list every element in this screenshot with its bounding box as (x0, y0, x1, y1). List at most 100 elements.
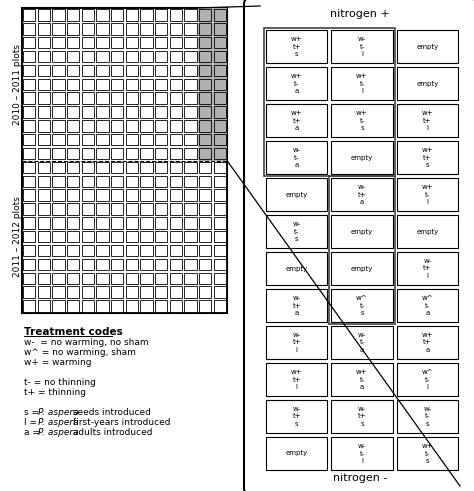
Bar (38, 79, 50, 90)
Bar (214, 286, 226, 298)
Bar (266, 289, 328, 322)
Bar (111, 134, 123, 145)
Bar (67, 217, 79, 229)
Bar (184, 92, 197, 104)
Bar (170, 65, 182, 76)
Bar (126, 37, 138, 49)
Bar (155, 300, 167, 312)
Text: 2010 – 2011 plots: 2010 – 2011 plots (12, 44, 21, 125)
Text: first-years introduced: first-years introduced (70, 418, 171, 427)
Bar (53, 106, 65, 118)
Text: s =: s = (24, 408, 42, 417)
Text: empty: empty (416, 44, 438, 50)
Bar (397, 30, 458, 63)
Bar (140, 92, 153, 104)
Bar (184, 286, 197, 298)
Bar (67, 37, 79, 49)
Bar (214, 65, 226, 76)
Bar (199, 92, 211, 104)
Bar (96, 300, 109, 312)
Bar (126, 245, 138, 256)
Bar (23, 176, 36, 187)
Text: l =: l = (24, 418, 40, 427)
Bar (184, 9, 197, 21)
Bar (38, 51, 50, 62)
Bar (199, 148, 211, 159)
Bar (82, 51, 94, 62)
Bar (82, 37, 94, 49)
Bar (184, 79, 197, 90)
Bar (199, 176, 211, 187)
Bar (67, 51, 79, 62)
FancyBboxPatch shape (244, 0, 474, 491)
Bar (266, 437, 328, 470)
Bar (23, 51, 36, 62)
Bar (331, 67, 392, 100)
Bar (111, 92, 123, 104)
Bar (53, 203, 65, 215)
Bar (38, 106, 50, 118)
Bar (23, 79, 36, 90)
Bar (170, 37, 182, 49)
Bar (23, 23, 36, 34)
Bar (155, 273, 167, 284)
Bar (199, 162, 211, 173)
Bar (82, 259, 94, 270)
Bar (155, 203, 167, 215)
Bar (67, 245, 79, 256)
Bar (82, 106, 94, 118)
Bar (155, 176, 167, 187)
Text: t+ = thinning: t+ = thinning (24, 388, 86, 397)
Bar (53, 162, 65, 173)
Bar (155, 162, 167, 173)
Bar (82, 190, 94, 201)
Bar (96, 231, 109, 243)
Bar (96, 190, 109, 201)
Bar (67, 300, 79, 312)
Bar (96, 106, 109, 118)
Bar (155, 65, 167, 76)
Bar (38, 9, 50, 21)
Bar (53, 134, 65, 145)
Bar (67, 190, 79, 201)
Text: w+
t-
l: w+ t- l (356, 73, 368, 94)
Bar (214, 23, 226, 34)
Bar (53, 120, 65, 132)
Bar (23, 162, 36, 173)
Bar (140, 190, 153, 201)
Bar (23, 9, 36, 21)
Bar (266, 141, 328, 174)
Bar (23, 231, 36, 243)
Bar (96, 37, 109, 49)
Bar (329, 176, 395, 324)
Text: w+
t-
s: w+ t- s (421, 443, 433, 464)
Bar (126, 79, 138, 90)
Bar (23, 203, 36, 215)
Bar (82, 273, 94, 284)
Bar (397, 215, 458, 248)
Bar (331, 141, 392, 174)
Bar (111, 120, 123, 132)
Text: w+
t-
a: w+ t- a (291, 73, 302, 94)
Bar (199, 231, 211, 243)
Bar (199, 300, 211, 312)
Bar (199, 37, 211, 49)
Bar (214, 217, 226, 229)
Bar (266, 67, 328, 100)
Bar (126, 217, 138, 229)
Bar (170, 51, 182, 62)
Text: seeds introduced: seeds introduced (70, 408, 151, 417)
Bar (111, 65, 123, 76)
Bar (140, 203, 153, 215)
Bar (111, 37, 123, 49)
Bar (23, 259, 36, 270)
Text: w-
t-
a: w- t- a (358, 332, 366, 353)
Bar (67, 273, 79, 284)
Bar (82, 134, 94, 145)
Bar (111, 273, 123, 284)
Bar (199, 120, 211, 132)
Text: empty: empty (285, 451, 308, 457)
Bar (170, 176, 182, 187)
Bar (23, 286, 36, 298)
Text: w+
t+
s: w+ t+ s (421, 147, 433, 168)
